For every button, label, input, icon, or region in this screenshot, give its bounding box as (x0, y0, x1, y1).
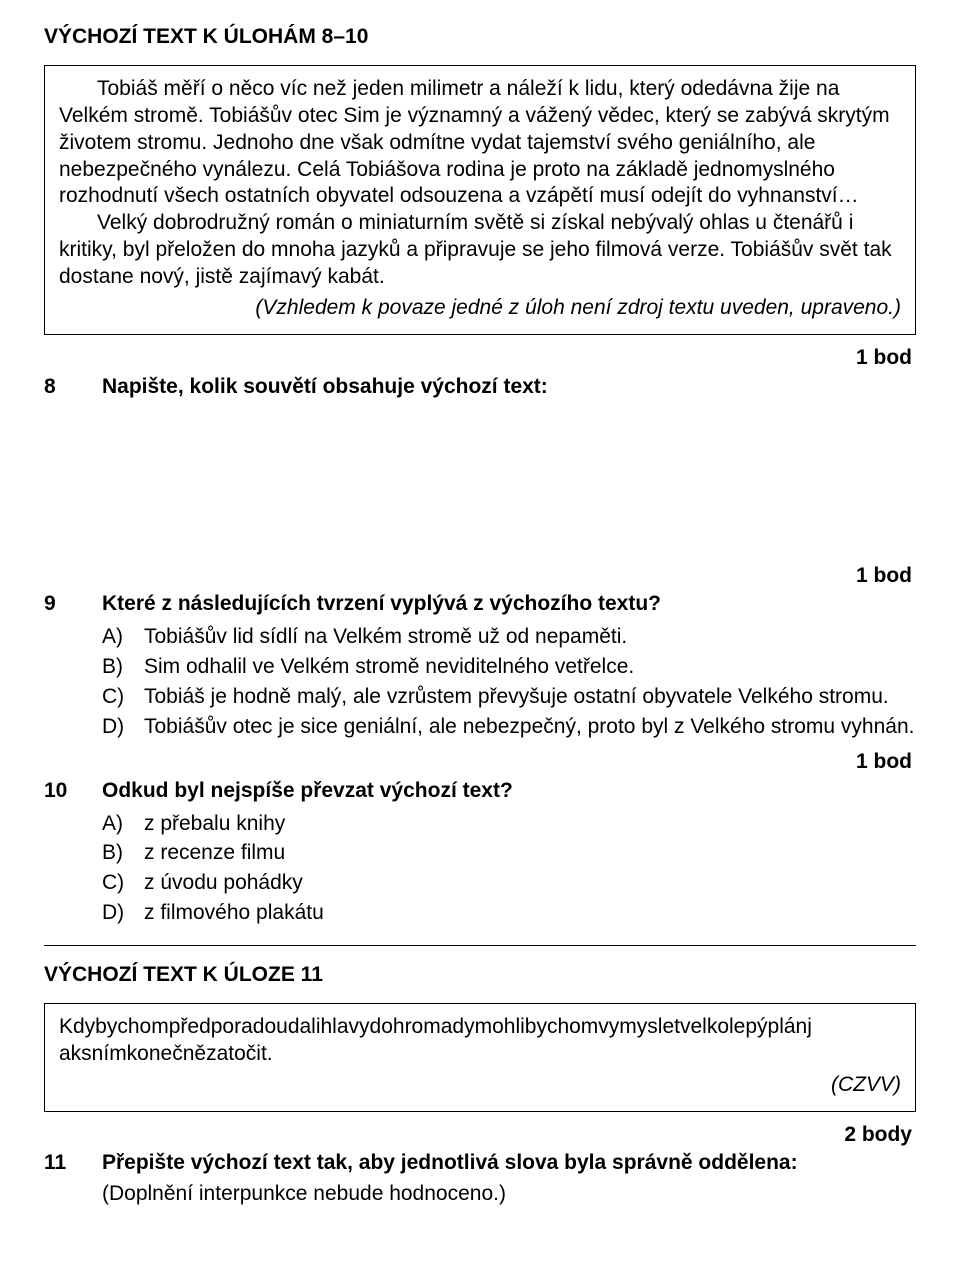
points-label-11: 2 body (44, 1122, 916, 1149)
option-10b[interactable]: B) z recenze filmu (102, 840, 916, 867)
points-label-10: 1 bod (44, 749, 916, 776)
question-number-9: 9 (44, 591, 102, 618)
option-text: Tobiáš je hodně malý, ale vzrůstem převy… (144, 684, 916, 711)
option-text: Sim odhalil ve Velkém stromě neviditelné… (144, 654, 916, 681)
option-letter: D) (102, 714, 144, 741)
box1-paragraph-1: Tobiáš měří o něco víc než jeden milimet… (59, 76, 901, 210)
question-prompt-10: Odkud byl nejspíše převzat výchozí text? (102, 778, 916, 805)
question-number-11: 11 (44, 1150, 102, 1177)
option-9c[interactable]: C) Tobiáš je hodně malý, ale vzrůstem př… (102, 684, 916, 711)
option-10c[interactable]: C) z úvodu pohádky (102, 870, 916, 897)
points-label-9: 1 bod (44, 563, 916, 590)
spacer (44, 409, 916, 555)
option-letter: A) (102, 811, 144, 838)
options-list-9: A) Tobiášův lid sídlí na Velkém stromě u… (102, 624, 916, 741)
question-prompt-8: Napište, kolik souvětí obsahuje výchozí … (102, 374, 916, 401)
question-number-8: 8 (44, 374, 102, 401)
question-9: 1 bod 9 Které z následujících tvrzení vy… (44, 563, 916, 741)
option-letter: A) (102, 624, 144, 651)
source-text-box-1: Tobiáš měří o něco víc než jeden milimet… (44, 65, 916, 335)
option-text: Tobiášův otec je sice geniální, ale nebe… (144, 714, 916, 741)
option-letter: B) (102, 654, 144, 681)
option-letter: B) (102, 840, 144, 867)
section-heading-2: VÝCHOZÍ TEXT K ÚLOZE 11 (44, 962, 916, 989)
option-10a[interactable]: A) z přebalu knihy (102, 811, 916, 838)
question-11-subnote: (Doplnění interpunkce nebude hodnoceno.) (102, 1181, 916, 1208)
option-letter: C) (102, 684, 144, 711)
option-text: z přebalu knihy (144, 811, 916, 838)
question-8: 1 bod 8 Napište, kolik souvětí obsahuje … (44, 345, 916, 401)
points-label-8: 1 bod (44, 345, 916, 372)
option-text: z recenze filmu (144, 840, 916, 867)
option-letter: D) (102, 900, 144, 927)
option-text: Tobiášův lid sídlí na Velkém stromě už o… (144, 624, 916, 651)
option-text: z úvodu pohádky (144, 870, 916, 897)
question-prompt-9: Které z následujících tvrzení vyplývá z … (102, 591, 916, 618)
box1-attribution: (Vzhledem k povaze jedné z úloh není zdr… (59, 295, 901, 322)
question-number-10: 10 (44, 778, 102, 805)
source-text-box-2: Kdybychompředporadoudalihlavydohromadymo… (44, 1003, 916, 1112)
option-text: z filmového plakátu (144, 900, 916, 927)
divider (44, 945, 916, 946)
question-11: 2 body 11 Přepište výchozí text tak, aby… (44, 1122, 916, 1209)
box2-line2: aksnímkonečnězatočit. (59, 1041, 901, 1068)
option-9b[interactable]: B) Sim odhalil ve Velkém stromě nevidite… (102, 654, 916, 681)
question-10: 1 bod 10 Odkud byl nejspíše převzat vých… (44, 749, 916, 927)
option-9a[interactable]: A) Tobiášův lid sídlí na Velkém stromě u… (102, 624, 916, 651)
option-9d[interactable]: D) Tobiášův otec je sice geniální, ale n… (102, 714, 916, 741)
box1-paragraph-2: Velký dobrodružný román o miniaturním sv… (59, 210, 901, 291)
box2-attribution: (CZVV) (59, 1072, 901, 1099)
section-heading-1: VÝCHOZÍ TEXT K ÚLOHÁM 8–10 (44, 24, 916, 51)
option-letter: C) (102, 870, 144, 897)
options-list-10: A) z přebalu knihy B) z recenze filmu C)… (102, 811, 916, 928)
question-prompt-11: Přepište výchozí text tak, aby jednotliv… (102, 1150, 916, 1177)
option-10d[interactable]: D) z filmového plakátu (102, 900, 916, 927)
box2-line1: Kdybychompředporadoudalihlavydohromadymo… (59, 1014, 901, 1041)
